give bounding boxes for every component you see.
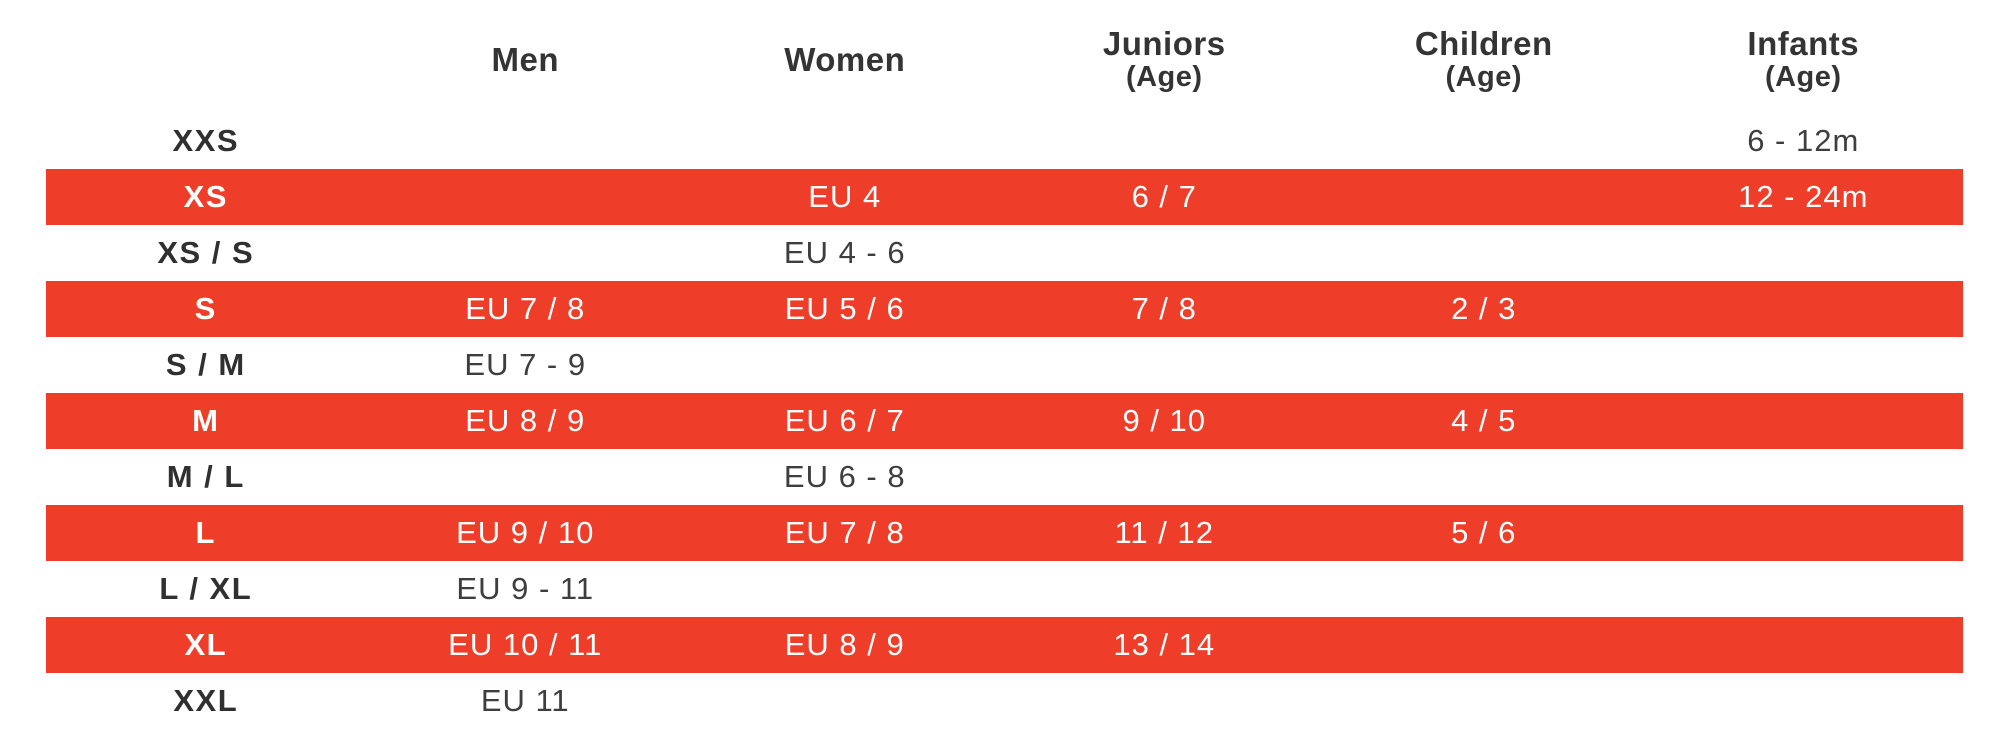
size-label: XXL xyxy=(173,683,239,718)
size-label: L xyxy=(195,515,216,550)
size-label: XS / S xyxy=(157,235,255,270)
women-value-cell: EU 5 / 6 xyxy=(784,291,905,326)
women-value-cell: EU 6 / 7 xyxy=(784,403,905,438)
men-value-cell: EU 11 xyxy=(480,683,570,718)
column-header-label: Women xyxy=(784,40,906,78)
size-label: S xyxy=(194,291,217,326)
column-header-label: Children xyxy=(1414,25,1553,63)
men-value-cell: EU 7 - 9 xyxy=(464,347,587,382)
men-value-cell: EU 9 / 10 xyxy=(456,515,595,550)
column-header-label: Infants xyxy=(1747,25,1860,63)
juniors-value-cell: 9 / 10 xyxy=(1122,403,1207,438)
children-value-cell: 4 / 5 xyxy=(1451,403,1517,438)
table-row: S EU 7 / 8 EU 5 / 6 7 / 8 2 / 3 xyxy=(46,281,1963,337)
women-value-cell: EU 6 - 8 xyxy=(783,459,906,494)
women-value-cell: EU 7 / 8 xyxy=(784,515,905,550)
size-label: XXS xyxy=(172,123,240,158)
size-label: M / L xyxy=(166,459,245,494)
column-header-infants: Infants (Age) xyxy=(1644,26,1964,93)
size-conversion-chart: Men Women Juniors (Age) Children (Age) I… xyxy=(0,0,2000,729)
juniors-value-cell: 7 / 8 xyxy=(1131,291,1197,326)
juniors-value-cell: 13 / 14 xyxy=(1113,627,1216,662)
men-value-cell: EU 10 / 11 xyxy=(448,627,603,662)
size-label: M xyxy=(192,403,220,438)
table-row: L / XL EU 9 - 11 xyxy=(46,561,1963,617)
men-value-cell: EU 9 - 11 xyxy=(456,571,595,606)
table-row: S / M EU 7 - 9 xyxy=(46,337,1963,393)
table-row: XS EU 4 6 / 7 12 - 24m xyxy=(46,169,1963,225)
column-header-men: Men xyxy=(366,42,686,78)
infants-value-cell: 12 - 24m xyxy=(1738,179,1869,214)
men-value-cell: EU 7 / 8 xyxy=(465,291,586,326)
column-header-sublabel: (Age) xyxy=(1764,60,1842,93)
juniors-value-cell: 6 / 7 xyxy=(1131,179,1197,214)
women-value-cell: EU 8 / 9 xyxy=(784,627,905,662)
column-header-sublabel: (Age) xyxy=(1125,60,1203,93)
column-header-children: Children (Age) xyxy=(1324,26,1644,93)
women-value-cell: EU 4 - 6 xyxy=(783,235,906,270)
header-row: Men Women Juniors (Age) Children (Age) I… xyxy=(46,0,1963,113)
size-label: XL xyxy=(184,627,228,662)
size-label: XS xyxy=(183,179,228,214)
juniors-value-cell: 11 / 12 xyxy=(1114,515,1214,550)
table-row: M / L EU 6 - 8 xyxy=(46,449,1963,505)
children-value-cell: 5 / 6 xyxy=(1451,515,1517,550)
children-value-cell: 2 / 3 xyxy=(1451,291,1517,326)
table-row: XXS 6 - 12m xyxy=(46,113,1963,169)
women-value-cell: EU 4 xyxy=(808,179,882,214)
table-row: XL EU 10 / 11 EU 8 / 9 13 / 14 xyxy=(46,617,1963,673)
infants-value-cell: 6 - 12m xyxy=(1747,123,1860,158)
size-label: L / XL xyxy=(159,571,253,606)
table-row: L EU 9 / 10 EU 7 / 8 11 / 12 5 / 6 xyxy=(46,505,1963,561)
table-row: XS / S EU 4 - 6 xyxy=(46,225,1963,281)
column-header-women: Women xyxy=(685,42,1005,78)
column-header-sublabel: (Age) xyxy=(1445,60,1523,93)
column-header-label: Men xyxy=(491,40,559,78)
column-header-label: Juniors xyxy=(1102,25,1226,63)
size-label: S / M xyxy=(165,347,246,382)
table-row: M EU 8 / 9 EU 6 / 7 9 / 10 4 / 5 xyxy=(46,393,1963,449)
table-rows: XXS 6 - 12m XS EU 4 6 / 7 12 - 24m XS / … xyxy=(0,113,2000,729)
column-header-juniors: Juniors (Age) xyxy=(1005,26,1325,93)
table-row: XXL EU 11 xyxy=(46,673,1963,729)
men-value-cell: EU 8 / 9 xyxy=(465,403,586,438)
